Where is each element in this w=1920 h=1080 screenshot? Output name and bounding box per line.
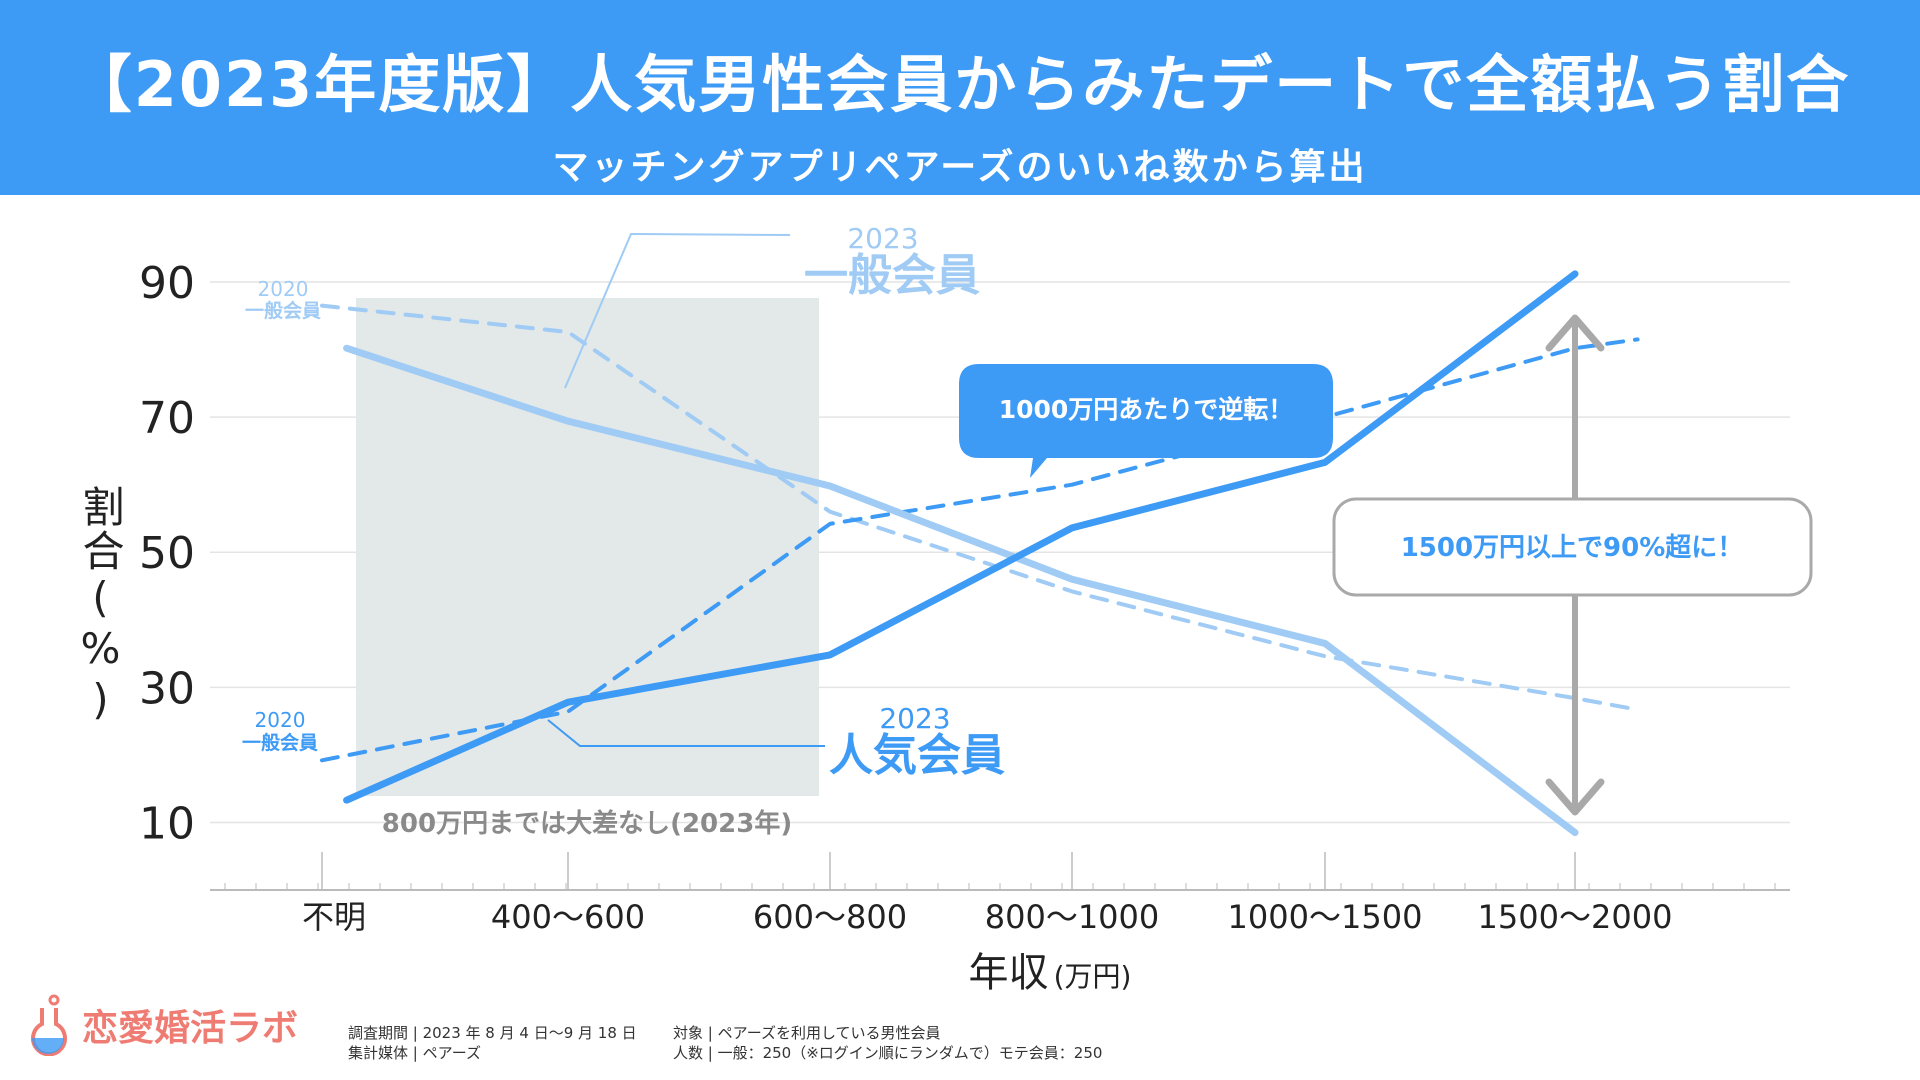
flask-icon bbox=[31, 994, 67, 1056]
x-axis-label-main: 年収 bbox=[968, 950, 1049, 996]
series-label-popular-2023-name: 人気会員 bbox=[829, 730, 1005, 781]
note-box-text: 1500万円以上で90%超に！ bbox=[1401, 533, 1744, 563]
text-layer: 10 30 50 70 90 不明 400〜600 600〜800 800〜1000 1000〜1… bbox=[139, 222, 1672, 936]
highlight-region-caption: 800万円までは大差なし(2023年) bbox=[382, 808, 792, 839]
axis-layer bbox=[210, 852, 1790, 891]
footer-notes-right: 対象 | ペアーズを利用している男性会員 人数 | 一般：250（※ログイン順に… bbox=[673, 1023, 1102, 1063]
line-chart: 1000万円あたりで逆転！ 1500万円以上で90%超に！ 10 30 50 70 90 不… bbox=[139, 222, 1813, 936]
series-line-general_2020_lower bbox=[320, 337, 1640, 763]
y-tick-label: 30 bbox=[139, 663, 195, 714]
series-label-general-2023-name: 一般会員 bbox=[804, 250, 980, 301]
callout-text: 1000万円あたりで逆転！ bbox=[999, 395, 1294, 424]
header-banner: 【2023年度版】人気男性会員からみたデートで全額払う割合 マッチングアプリペア… bbox=[0, 0, 1920, 195]
highlight-region bbox=[356, 298, 819, 796]
page-title: 【2023年度版】人気男性会員からみたデートで全額払う割合 bbox=[69, 48, 1851, 121]
series-label-popular-2023-year: 2023 bbox=[879, 702, 950, 735]
y-tick-label: 70 bbox=[139, 393, 195, 444]
y-tick-label: 10 bbox=[139, 798, 195, 849]
survey-period: 調査期間 | 2023 年 8 月 4 日〜9 月 18 日 bbox=[348, 1024, 637, 1042]
page-subtitle: マッチングアプリペアーズのいいね数から算出 bbox=[552, 147, 1368, 188]
leader-layer bbox=[547, 232, 825, 747]
series-line-general_2023 bbox=[343, 344, 1579, 837]
arrow-head-up-icon bbox=[1545, 314, 1605, 352]
y-axis-label: 割合(%) bbox=[76, 485, 125, 726]
annotation-layer: 1000万円あたりで逆転！ 1500万円以上で90%超に！ bbox=[959, 314, 1813, 816]
survey-media: 集計媒体 | ペアーズ bbox=[348, 1044, 481, 1062]
series-label-general-2020-upper-year: 2020 bbox=[258, 277, 309, 301]
x-tick-label: 400〜600 bbox=[491, 898, 645, 936]
series-label-general-2023-year: 2023 bbox=[847, 222, 918, 255]
arrow-head-down-icon bbox=[1545, 778, 1605, 816]
survey-target: 対象 | ペアーズを利用している男性会員 bbox=[673, 1024, 941, 1042]
series-layer bbox=[320, 270, 1640, 837]
x-tick-label: 不明 bbox=[302, 898, 366, 936]
series-label-general-2020-lower-name: 一般会員 bbox=[242, 731, 318, 754]
series-line-popular_2023 bbox=[343, 270, 1579, 804]
x-tick-label: 1500〜2000 bbox=[1478, 898, 1673, 936]
y-tick-label: 50 bbox=[139, 528, 195, 579]
leader-line-popular-2023 bbox=[547, 719, 825, 747]
logo: 恋愛婚活ラボ bbox=[28, 990, 298, 1060]
y-tick-label: 90 bbox=[139, 258, 195, 309]
series-label-general-2020-lower-year: 2020 bbox=[255, 708, 306, 732]
leader-line-general-2023 bbox=[564, 232, 791, 389]
x-tick-label: 600〜800 bbox=[753, 898, 907, 936]
logo-text: 恋愛婚活ラボ bbox=[82, 1008, 299, 1049]
x-axis-label: 年収 (万円) bbox=[820, 940, 1280, 998]
x-tick-label: 1000〜1500 bbox=[1228, 898, 1423, 936]
x-axis-label-unit: (万円) bbox=[1053, 960, 1132, 993]
survey-count: 人数 | 一般：250（※ログイン順にランダムで）モテ会員：250 bbox=[673, 1044, 1103, 1062]
footer-notes-left: 調査期間 | 2023 年 8 月 4 日〜9 月 18 日 集計媒体 | ペア… bbox=[348, 1023, 637, 1063]
series-label-general-2020-upper-name: 一般会員 bbox=[245, 299, 321, 322]
note-box bbox=[1332, 497, 1813, 597]
series-line-general_2020_upper bbox=[320, 303, 1640, 712]
x-tick-label: 800〜1000 bbox=[985, 898, 1160, 936]
callout-bubble bbox=[959, 364, 1333, 478]
